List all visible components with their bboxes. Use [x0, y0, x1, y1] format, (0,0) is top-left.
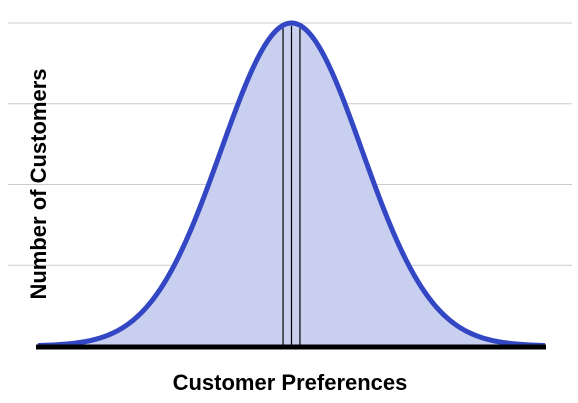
- y-axis-label: Number of Customers: [26, 68, 51, 299]
- center-lines: [282, 26, 301, 346]
- x-axis-label: Customer Preferences: [173, 370, 408, 395]
- normal-distribution-curve: [37, 20, 546, 348]
